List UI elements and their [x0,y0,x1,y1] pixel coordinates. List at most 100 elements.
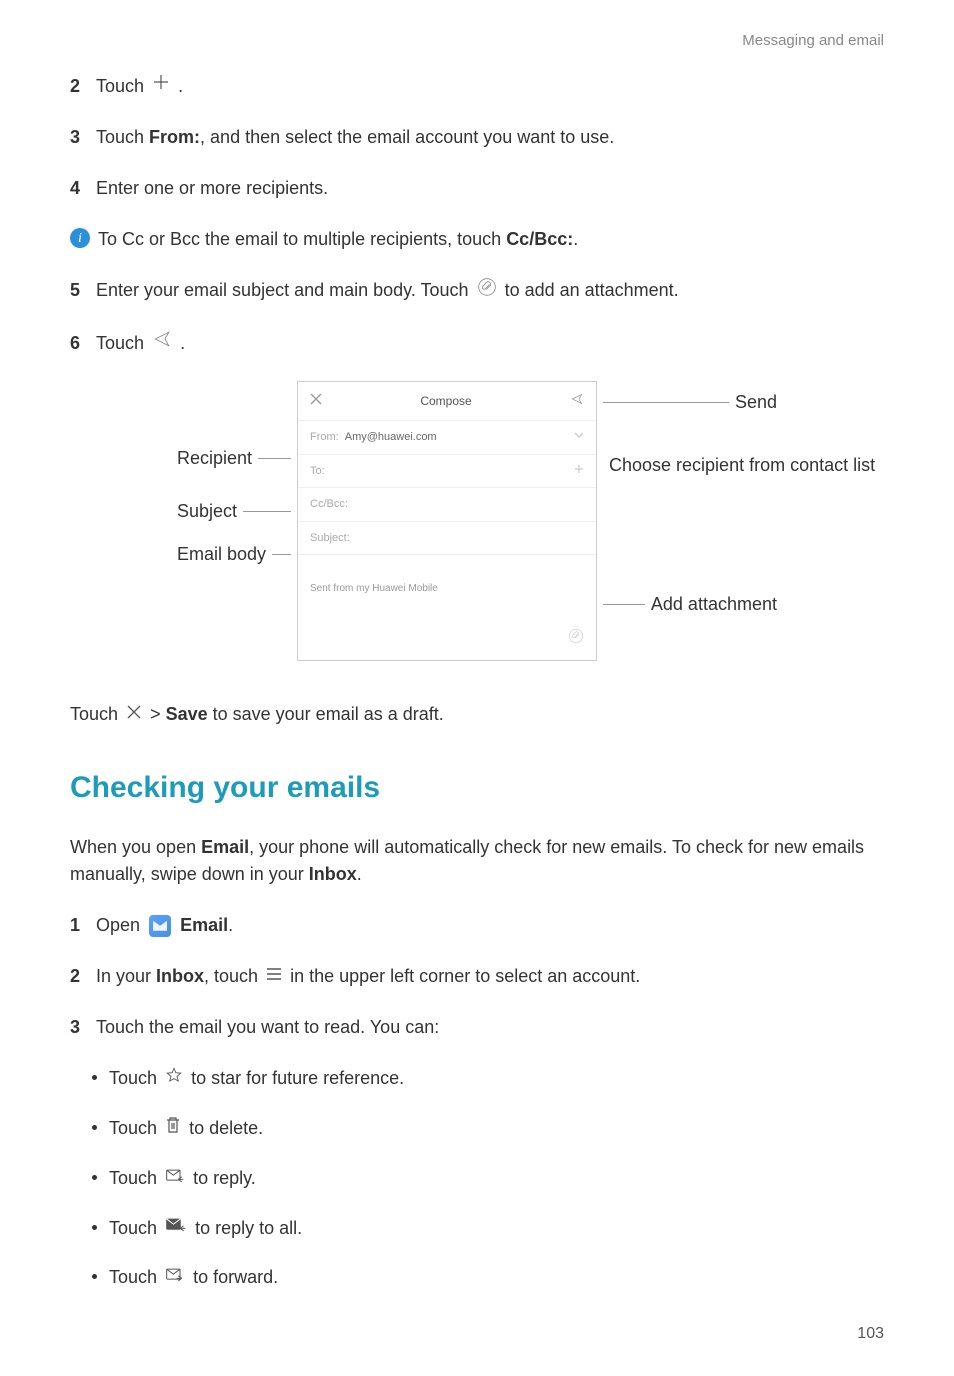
bold-text: Inbox [156,966,204,986]
star-icon [165,1065,183,1092]
step-number: 6 [70,330,86,357]
bullet-forward: Touch to forward. [92,1264,884,1292]
step-text: Open Email. [96,912,884,939]
checking-step-3: 3 Touch the email you want to read. You … [70,1014,884,1041]
phone-header: Compose [298,382,596,421]
text: . [180,333,185,353]
hamburger-icon [266,962,282,989]
trash-icon [165,1115,181,1142]
step-number: 2 [70,73,86,100]
page-number: 103 [70,1322,884,1346]
step-text: In your Inbox, touch in the upper left c… [96,963,884,991]
section-title: Checking your emails [70,765,884,810]
close-icon[interactable] [310,393,322,411]
text: to forward. [193,1267,278,1287]
ccbcc-label: Cc/Bcc: [310,496,348,513]
annot-attach: Add attachment [597,591,777,618]
info-text: To Cc or Bcc the email to multiple recip… [98,226,578,253]
text: Touch [109,1068,162,1088]
plus-icon[interactable] [574,463,584,480]
annot-subject: Subject [177,498,297,525]
annot-label: Choose recipient from contact list [609,452,875,479]
bullet-reply-all: Touch to reply to all. [92,1215,884,1243]
compose-phone-mock: Compose From: Amy@huawei.com To: Cc/Bcc [297,381,597,661]
from-label: From: [310,429,339,446]
send-icon[interactable] [570,393,584,411]
bullet-icon [92,1274,97,1279]
text: to save your email as a draft. [208,704,444,724]
checking-step-2: 2 In your Inbox, touch in the upper left… [70,963,884,991]
paperclip-icon[interactable] [568,628,584,650]
subject-row[interactable]: Subject: [298,522,596,556]
step-text: Enter one or more recipients. [96,175,884,202]
annot-label: Recipient [177,445,252,472]
right-annotations: Send Choose recipient from contact list … [597,381,777,618]
text: in the upper left corner to select an ac… [290,966,640,986]
draft-instruction: Touch > Save to save your email as a dra… [70,701,884,729]
step-text: Touch . [96,73,884,101]
step-text: Enter your email subject and main body. … [96,277,884,305]
bullet-text: Touch to delete. [109,1115,263,1143]
text: Enter your email subject and main body. … [96,280,474,300]
text: to star for future reference. [191,1068,404,1088]
step-number: 2 [70,963,86,990]
bullet-icon [92,1125,97,1130]
plus-icon [152,72,170,99]
annot-label: Email body [177,541,266,568]
to-label: To: [310,463,325,480]
bullet-icon [92,1175,97,1180]
text: Touch [96,76,149,96]
text: When you open [70,837,201,857]
text: to reply to all. [195,1218,302,1238]
to-row[interactable]: To: [298,455,596,489]
attach-row [298,624,596,660]
step-3: 3 Touch From:, and then select the email… [70,124,884,151]
annot-label: Subject [177,498,237,525]
reply-icon [165,1165,185,1192]
bold-text: Email [201,837,249,857]
forward-icon [165,1264,185,1291]
bold-text: Email [180,915,228,935]
text: to delete. [189,1118,263,1138]
text: Open [96,915,145,935]
step-number: 4 [70,175,86,202]
bullet-delete: Touch to delete. [92,1115,884,1143]
text: Touch [96,333,149,353]
bullet-text: Touch to star for future reference. [109,1065,404,1093]
bullet-icon [92,1075,97,1080]
text: . [178,76,183,96]
bullet-text: Touch to reply. [109,1165,256,1193]
chevron-down-icon[interactable] [574,429,584,446]
ccbcc-row[interactable]: Cc/Bcc: [298,488,596,522]
subject-label: Subject: [310,530,350,547]
signature: Sent from my Huawei Mobile [310,581,584,596]
text: In your [96,966,156,986]
text: Touch [109,1218,162,1238]
step-number: 3 [70,124,86,151]
bullet-star: Touch to star for future reference. [92,1065,884,1093]
text: > [150,704,166,724]
text: Touch [109,1118,162,1138]
body-area[interactable]: Sent from my Huawei Mobile [298,555,596,624]
step-6: 6 Touch . [70,330,884,358]
step-number: 5 [70,277,86,304]
text: To Cc or Bcc the email to multiple recip… [98,229,506,249]
annot-choose: Choose recipient from contact list [597,452,777,479]
text: to reply. [193,1168,256,1188]
bullet-list: Touch to star for future reference. Touc… [92,1065,884,1292]
text: , touch [204,966,263,986]
bullet-icon [92,1225,97,1230]
from-row[interactable]: From: Amy@huawei.com [298,421,596,455]
intro-paragraph: When you open Email, your phone will aut… [70,834,884,888]
step-number: 3 [70,1014,86,1041]
bold-text: From: [149,127,200,147]
text: Touch [70,704,123,724]
text: , and then select the email account you … [200,127,614,147]
text: . [357,864,362,884]
annot-send: Send [597,389,777,416]
text: Touch [96,127,149,147]
step-text: Touch the email you want to read. You ca… [96,1014,884,1041]
step-4: 4 Enter one or more recipients. [70,175,884,202]
annot-body: Email body [177,541,297,568]
left-annotations: Recipient Subject Email body [177,381,297,568]
